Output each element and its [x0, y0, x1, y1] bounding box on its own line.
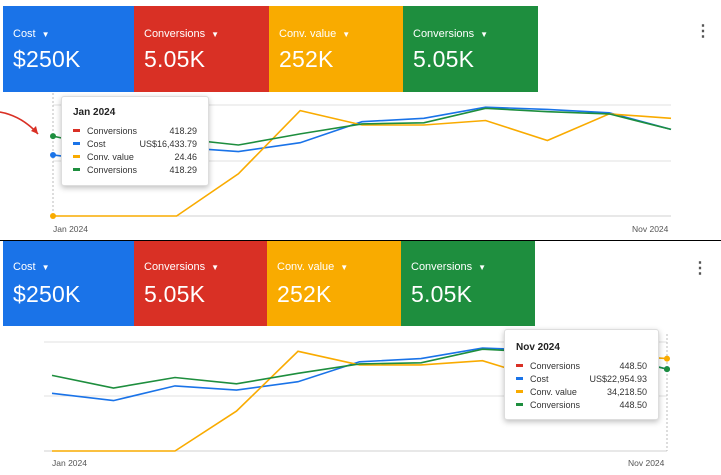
more-vert-icon[interactable]: ⋮ [692, 260, 708, 277]
legend-swatch [73, 129, 80, 132]
metric-tile-conversions[interactable]: Conversions ▼ 5.05K [134, 6, 269, 92]
series-line-conv-value [53, 109, 672, 217]
chart-panel-2: Cost ▼ $250K Conversions ▼ 5.05K Conv. val… [0, 241, 721, 475]
tooltip-series-value: US$22,954.93 [589, 373, 647, 384]
dropdown-caret-icon: ▼ [342, 29, 351, 39]
tooltip-series-value: 418.29 [169, 164, 197, 175]
hover-point [664, 366, 670, 373]
tooltip-row: Conv. value 24.46 [73, 150, 197, 163]
metric-label: Conv. value [279, 28, 337, 40]
metric-tile-conversions-2[interactable]: Conversions ▼ 5.05K [401, 241, 535, 326]
hover-point [50, 151, 56, 158]
dropdown-caret-icon: ▼ [41, 29, 50, 39]
tooltip-series-name: Conversions [530, 360, 581, 371]
tooltip-series-name: Conversions [530, 399, 581, 410]
x-axis-start-label: Jan 2024 [52, 458, 87, 468]
metric-label: Conversions [144, 261, 206, 273]
arrowhead-icon [31, 126, 38, 134]
tooltip-row: Cost US$16,433.79 [73, 137, 197, 150]
chart-tooltip: Jan 2024 Conversions 418.29 Cost US$16,433… [61, 96, 209, 186]
tooltip-series-name: Conversions [87, 125, 138, 136]
metric-tile-conv-value[interactable]: Conv. value ▼ 252K [269, 6, 403, 92]
tooltip-series-value: 34,218.50 [606, 386, 647, 397]
metric-label: Cost [13, 261, 36, 273]
chart-tooltip: Nov 2024 Conversions 448.50 Cost US$22,954… [504, 329, 659, 420]
legend-swatch [516, 390, 523, 393]
metric-tile-conversions-2[interactable]: Conversions ▼ 5.05K [403, 6, 538, 92]
legend-swatch [516, 377, 523, 380]
tooltip-series-name: Conversions [87, 164, 138, 175]
metric-value: 252K [279, 46, 334, 72]
metric-value: 252K [277, 281, 332, 307]
x-axis-start-label: Jan 2024 [53, 224, 88, 234]
metric-label: Cost [13, 28, 36, 40]
metric-tile-conversions[interactable]: Conversions ▼ 5.05K [134, 241, 267, 326]
metric-label: Conv. value [277, 261, 335, 273]
metric-value: 5.05K [144, 46, 206, 72]
more-vert-icon[interactable]: ⋮ [695, 23, 711, 40]
hover-point [664, 355, 670, 362]
dropdown-caret-icon: ▼ [340, 262, 349, 272]
tooltip-series-name: Cost [530, 373, 549, 384]
metric-label: Conversions [411, 261, 473, 273]
tooltip-series-value: 24.46 [174, 151, 197, 162]
tooltip-row: Conversions 418.29 [73, 124, 197, 137]
tooltip-title: Jan 2024 [73, 107, 116, 118]
tooltip-row: Conversions 448.50 [516, 398, 647, 411]
metric-value: 5.05K [144, 281, 206, 307]
metric-label: Conversions [144, 28, 206, 40]
tooltip-series-value: US$16,433.79 [139, 138, 197, 149]
tooltip-title: Nov 2024 [516, 342, 560, 353]
dropdown-caret-icon: ▼ [41, 262, 50, 272]
hover-point [50, 213, 56, 219]
legend-swatch [516, 364, 523, 367]
tooltip-row: Conversions 448.50 [516, 359, 647, 372]
metric-tile-conv-value[interactable]: Conv. value ▼ 252K [267, 241, 401, 326]
legend-swatch [516, 403, 523, 406]
dropdown-caret-icon: ▼ [211, 29, 220, 39]
metric-value: $250K [13, 281, 81, 307]
metric-label: Conversions [413, 28, 475, 40]
tooltip-series-value: 418.29 [169, 125, 197, 136]
dropdown-caret-icon: ▼ [480, 29, 489, 39]
metric-value: 5.05K [411, 281, 473, 307]
legend-swatch [73, 168, 80, 171]
dropdown-caret-icon: ▼ [211, 262, 220, 272]
legend-swatch [73, 142, 80, 145]
legend-swatch [73, 155, 80, 158]
metric-value: $250K [13, 46, 81, 72]
tooltip-series-name: Conv. value [530, 386, 577, 397]
tooltip-series-name: Conv. value [87, 151, 134, 162]
tooltip-series-name: Cost [87, 138, 106, 149]
tooltip-series-value: 448.50 [619, 399, 647, 410]
hover-point [50, 133, 56, 140]
tooltip-row: Conv. value 34,218.50 [516, 385, 647, 398]
chart-panel-1: Cost ▼ $250K Conversions ▼ 5.05K Conv. val… [0, 0, 721, 240]
metric-tile-cost[interactable]: Cost ▼ $250K [3, 241, 134, 326]
x-axis-end-label: Nov 2024 [632, 224, 669, 234]
tooltip-series-value: 448.50 [619, 360, 647, 371]
tooltip-row: Conversions 418.29 [73, 163, 197, 176]
metric-tile-cost[interactable]: Cost ▼ $250K [3, 6, 134, 92]
metric-value: 5.05K [413, 46, 475, 72]
x-axis-end-label: Nov 2024 [628, 458, 665, 468]
dropdown-caret-icon: ▼ [478, 262, 487, 272]
tooltip-row: Cost US$22,954.93 [516, 372, 647, 385]
